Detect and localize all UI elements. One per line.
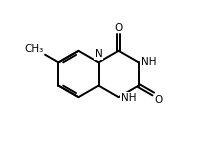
Text: NH: NH bbox=[141, 57, 156, 67]
Text: N: N bbox=[95, 49, 103, 59]
Text: O: O bbox=[114, 22, 123, 33]
Text: NH: NH bbox=[121, 93, 136, 103]
Text: CH₃: CH₃ bbox=[24, 44, 44, 54]
Text: O: O bbox=[155, 95, 163, 105]
